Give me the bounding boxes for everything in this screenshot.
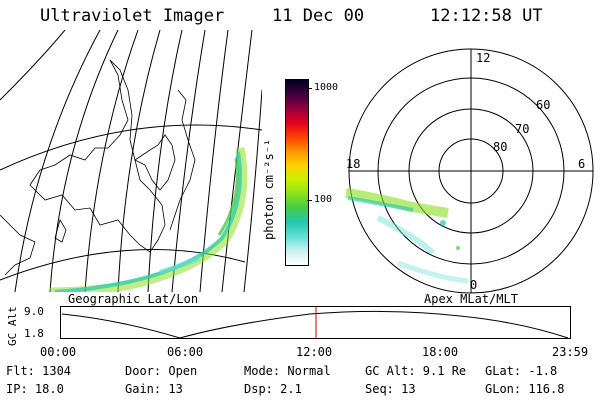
longitude-line <box>243 89 262 292</box>
status-flight: Flt: 1304 <box>6 364 72 378</box>
longitude-line <box>147 30 183 292</box>
instrument-title: Ultraviolet Imager <box>40 6 225 26</box>
time-tick-4: 23:59 <box>552 345 589 359</box>
altitude-plot-frame <box>60 306 571 339</box>
status-seq: Seq: 13 <box>365 382 416 396</box>
status-gc-alt: GC Alt: 9.1 Re <box>365 364 467 378</box>
longitude-line <box>117 30 161 292</box>
time-tick-0: 00:00 <box>40 345 77 359</box>
longitude-line <box>171 30 206 292</box>
colorbar-unit-label: photon cm⁻²s⁻¹ <box>262 138 276 240</box>
aurora-emission <box>49 147 248 292</box>
longitude-line <box>0 30 66 101</box>
observation-date: 11 Dec 00 <box>272 6 365 26</box>
status-ip: IP: 18.0 <box>6 382 64 396</box>
mlt-label-6: 6 <box>578 157 585 171</box>
polar-panel-label: Apex MLat/MLT <box>424 292 518 306</box>
status-gain: Gain: 13 <box>125 382 183 396</box>
status-glat: GLat: -1.8 <box>485 364 558 378</box>
mlat-label-70: 70 <box>515 122 529 136</box>
coastline <box>0 214 36 276</box>
altitude-curve <box>61 310 569 339</box>
aurora-oval-emission <box>345 188 469 284</box>
coastline <box>169 89 196 231</box>
mlt-label-18: 18 <box>346 157 360 171</box>
time-tick-1: 06:00 <box>167 345 204 359</box>
time-tick-3: 18:00 <box>422 345 459 359</box>
altitude-ytick-top: 9.0 <box>24 305 44 318</box>
coastline <box>54 218 67 243</box>
latitude-line <box>0 249 246 281</box>
altitude-ylabel: GC Alt <box>6 306 19 346</box>
polar-plot: 12 18 6 0 60 70 80 <box>345 48 594 294</box>
colorbar-tick <box>307 88 312 89</box>
observation-time: 12:12:58 UT <box>430 6 543 26</box>
mlat-label-60: 60 <box>536 98 550 112</box>
longitude-line <box>84 30 139 292</box>
mlat-label-80: 80 <box>493 140 507 154</box>
time-tick-2: 12:00 <box>296 345 333 359</box>
colorbar-gradient <box>286 80 308 265</box>
geographic-map <box>0 30 262 292</box>
altitude-ytick-bottom: 1.8 <box>24 327 44 340</box>
geographic-panel-label: Geographic Lat/Lon <box>68 292 199 306</box>
status-door: Door: Open <box>125 364 198 378</box>
coastline <box>29 59 166 253</box>
mlt-label-0: 0 <box>470 278 477 292</box>
status-glon: GLon: 116.8 <box>485 382 565 396</box>
colorbar-tick-label-100: 100 <box>314 194 333 205</box>
status-dsp: Dsp: 2.1 <box>244 382 302 396</box>
altitude-plot <box>60 306 571 339</box>
colorbar-tick-label-1000: 1000 <box>314 82 339 93</box>
colorbar <box>285 79 309 266</box>
coastline <box>134 134 176 191</box>
longitude-line <box>14 30 101 292</box>
status-mode: Mode: Normal <box>244 364 331 378</box>
colorbar-tick <box>307 200 312 201</box>
mlt-label-12: 12 <box>476 51 490 65</box>
